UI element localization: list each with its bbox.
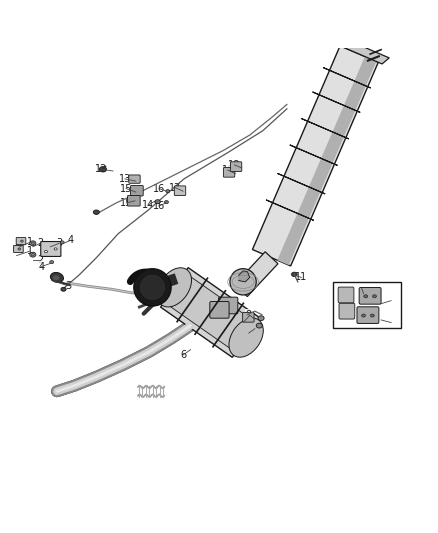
Text: 4: 4 <box>39 262 45 271</box>
Text: 11: 11 <box>295 272 307 282</box>
Polygon shape <box>340 42 389 64</box>
Ellipse shape <box>21 240 23 242</box>
FancyBboxPatch shape <box>219 297 238 314</box>
Ellipse shape <box>258 316 264 320</box>
Ellipse shape <box>61 287 66 291</box>
Text: 9: 9 <box>246 328 252 338</box>
Ellipse shape <box>32 242 34 245</box>
FancyBboxPatch shape <box>357 307 379 324</box>
FancyBboxPatch shape <box>127 196 140 206</box>
Polygon shape <box>278 173 325 194</box>
Ellipse shape <box>229 318 263 357</box>
Text: 16: 16 <box>153 201 165 211</box>
Ellipse shape <box>50 272 64 282</box>
Ellipse shape <box>157 268 191 307</box>
Bar <box>333 282 401 328</box>
Text: 17: 17 <box>169 183 181 192</box>
Ellipse shape <box>164 200 168 204</box>
Polygon shape <box>313 92 360 112</box>
Polygon shape <box>161 268 260 357</box>
Polygon shape <box>323 68 371 88</box>
Text: 10: 10 <box>385 296 397 305</box>
Ellipse shape <box>30 252 36 257</box>
Polygon shape <box>266 200 314 220</box>
FancyBboxPatch shape <box>223 167 235 177</box>
Ellipse shape <box>230 269 256 295</box>
Text: 5: 5 <box>65 281 71 291</box>
Ellipse shape <box>370 314 374 317</box>
Ellipse shape <box>361 314 365 317</box>
Polygon shape <box>301 118 349 139</box>
Ellipse shape <box>49 261 53 264</box>
FancyBboxPatch shape <box>359 287 381 304</box>
Text: 14: 14 <box>142 200 154 210</box>
Text: 10: 10 <box>385 318 397 328</box>
Ellipse shape <box>52 275 60 281</box>
Text: 3: 3 <box>56 238 62 248</box>
FancyBboxPatch shape <box>14 246 23 253</box>
Text: 8: 8 <box>359 284 365 293</box>
Text: 9: 9 <box>246 310 252 320</box>
Text: 15: 15 <box>120 183 132 193</box>
Text: 13: 13 <box>119 174 131 184</box>
FancyBboxPatch shape <box>16 238 26 245</box>
Text: 15: 15 <box>120 198 132 208</box>
Text: 4: 4 <box>68 235 74 245</box>
Text: 6: 6 <box>180 350 186 360</box>
FancyBboxPatch shape <box>339 303 355 319</box>
Ellipse shape <box>99 167 106 172</box>
FancyBboxPatch shape <box>338 287 354 303</box>
Text: 1: 1 <box>27 237 33 247</box>
Text: 2: 2 <box>37 238 43 248</box>
Ellipse shape <box>256 323 262 328</box>
Ellipse shape <box>155 200 160 204</box>
Text: 2: 2 <box>37 255 43 265</box>
FancyBboxPatch shape <box>174 186 186 196</box>
Polygon shape <box>239 271 250 282</box>
Ellipse shape <box>18 248 21 250</box>
Text: 1: 1 <box>27 246 33 256</box>
Ellipse shape <box>166 190 170 193</box>
Ellipse shape <box>60 241 64 244</box>
Polygon shape <box>170 276 251 349</box>
FancyBboxPatch shape <box>129 175 140 183</box>
Ellipse shape <box>30 241 36 246</box>
FancyBboxPatch shape <box>243 312 254 322</box>
Ellipse shape <box>32 253 34 256</box>
Polygon shape <box>290 145 337 165</box>
Polygon shape <box>234 252 278 296</box>
Ellipse shape <box>364 295 367 298</box>
FancyBboxPatch shape <box>131 185 143 196</box>
Ellipse shape <box>134 269 171 306</box>
Ellipse shape <box>292 272 297 277</box>
FancyBboxPatch shape <box>210 302 229 318</box>
Text: 18: 18 <box>222 165 234 175</box>
Ellipse shape <box>141 276 165 300</box>
Text: 12: 12 <box>95 164 108 174</box>
Text: 7: 7 <box>240 318 246 328</box>
Ellipse shape <box>54 248 57 250</box>
FancyBboxPatch shape <box>41 241 61 256</box>
Ellipse shape <box>44 251 47 253</box>
Text: 16: 16 <box>153 183 165 193</box>
Polygon shape <box>252 46 378 266</box>
Ellipse shape <box>372 295 376 298</box>
Ellipse shape <box>93 210 99 214</box>
FancyBboxPatch shape <box>230 162 242 172</box>
Polygon shape <box>277 56 376 265</box>
Text: 18: 18 <box>228 160 240 170</box>
